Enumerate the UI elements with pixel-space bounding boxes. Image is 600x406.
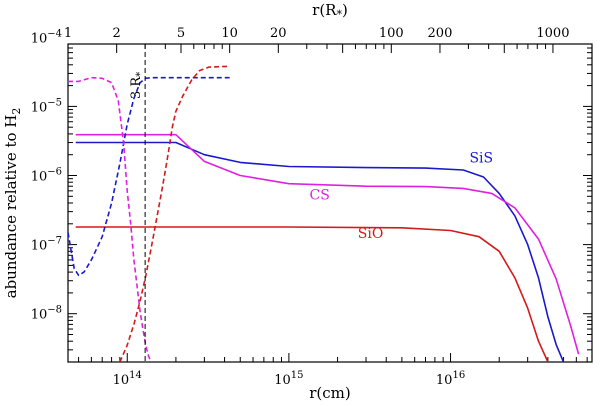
plot-frame	[67, 43, 593, 363]
y-tick-label: 10−7	[31, 236, 62, 254]
top-axis-title: r(R*)	[312, 1, 348, 21]
tick-marks	[67, 43, 592, 363]
top-tick-label: 20	[270, 26, 287, 41]
y-tick-label: 10−4	[31, 28, 62, 46]
x-axis-title: r(cm)	[309, 384, 351, 402]
tick-labels: 1014 1015 1016 10−8 10−7 10−6 10−5 10−4 1 2 5 10 20 1…	[31, 26, 570, 388]
series-group	[68, 65, 580, 362]
top-tick-label: 1	[64, 26, 72, 41]
top-tick-label: 10	[221, 26, 238, 41]
series-line-cs-inner	[68, 76, 152, 362]
series-line-cs	[75, 133, 580, 355]
x-tick-label: 1014	[113, 370, 142, 388]
x-tick-label: 1016	[436, 370, 465, 388]
series-label-sio: SiO	[358, 226, 384, 242]
series-label-sis: SiS	[469, 150, 493, 166]
series-line-sio-inner	[119, 65, 230, 362]
y-tick-label: 10−5	[31, 97, 62, 115]
series-line-sis	[75, 141, 565, 362]
y-axis-title: abundance relative to H2	[2, 108, 23, 299]
top-tick-label: 1000	[536, 26, 569, 41]
top-tick-label: 200	[428, 26, 453, 41]
top-tick-label: 100	[379, 26, 404, 41]
series-label-cs: CS	[310, 187, 330, 203]
series-line-sio	[75, 226, 549, 362]
series-line-sis-inner	[68, 76, 230, 277]
top-tick-label: 2	[113, 26, 121, 41]
series-labels: SiS CS SiO	[310, 150, 494, 242]
marker-group: 3 R*	[129, 44, 146, 362]
x-tick-label: 1015	[274, 370, 303, 388]
top-tick-label: 5	[177, 26, 185, 41]
y-tick-label: 10−6	[31, 167, 62, 185]
y-tick-label: 10−8	[31, 305, 62, 323]
marker-label: 3 R*	[129, 72, 146, 99]
